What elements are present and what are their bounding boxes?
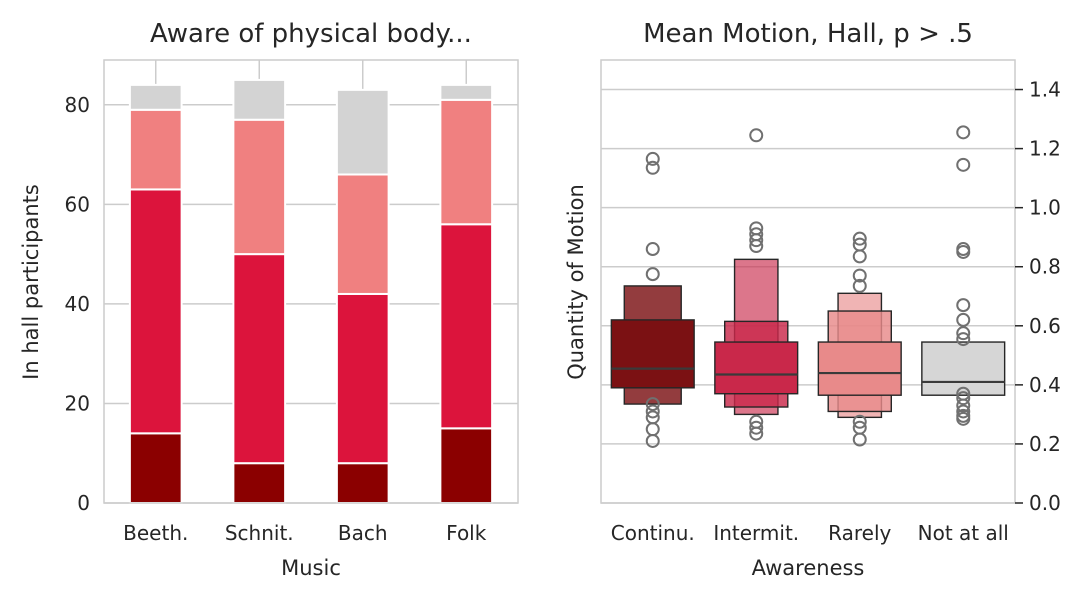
- chart2-y-axis-label: Quantity of Motion: [564, 184, 588, 380]
- outlier-point: [852, 249, 867, 264]
- boxen-box: [610, 319, 695, 389]
- outlier-point: [645, 397, 660, 412]
- chart2-x-tick-label: Rarely: [828, 521, 891, 545]
- bar-segment: [335, 173, 390, 295]
- chart2-y-tick-label: 0.2: [1029, 432, 1061, 456]
- chart2-y-tick-label: 0.8: [1029, 255, 1061, 279]
- chart2-x-ticks: Continu. Intermit. Rarely Not at all: [611, 521, 1009, 545]
- bar-segment: [128, 432, 183, 504]
- outlier-point: [645, 267, 660, 282]
- chart1-y-axis-label: In hall participants: [19, 184, 43, 380]
- chart2-y-tick-label: 1.2: [1029, 137, 1061, 161]
- chart1-y-tick-label: 20: [65, 391, 90, 415]
- outlier-point: [956, 312, 971, 327]
- chart1-y-tick-label: 60: [65, 192, 90, 216]
- chart2-y-tick-label: 0.6: [1029, 314, 1061, 338]
- outlier-point: [645, 433, 660, 448]
- bar-segment: [439, 223, 494, 430]
- chart2-title: Mean Motion, Hall, p > .5: [643, 19, 973, 49]
- bar-segment: [439, 427, 494, 504]
- bar-segment: [128, 83, 183, 111]
- outlier-point: [956, 157, 971, 172]
- outlier-point: [956, 332, 971, 347]
- chart2-y-tick-label: 0.4: [1029, 373, 1061, 397]
- chart1-y-tick-label: 0: [77, 491, 90, 515]
- chart1-y-tick-label: 40: [65, 292, 90, 316]
- bar-segment: [335, 462, 390, 505]
- outlier-point: [749, 426, 764, 441]
- bar-segment: [128, 108, 183, 191]
- outlier-point: [956, 398, 971, 413]
- bar-segment: [335, 88, 390, 176]
- outlier-point: [852, 231, 867, 246]
- bar-segment: [232, 462, 287, 505]
- outlier-point: [749, 128, 764, 143]
- bar-segment: [439, 83, 494, 101]
- bar-segment: [232, 78, 287, 121]
- chart1-bars: [128, 78, 494, 505]
- chart1-x-ticks: Beeth. Schnit. Bach Folk: [123, 521, 487, 545]
- chart2-y-tick-label: 1.0: [1029, 196, 1061, 220]
- boxen-box: [817, 341, 902, 396]
- outlier-point: [956, 326, 971, 341]
- chart2-frame: [600, 59, 1016, 504]
- chart2-x-tick-label: Not at all: [918, 521, 1009, 545]
- outlier-point: [956, 244, 971, 259]
- boxen-box: [714, 341, 799, 395]
- chart1-y-ticks: 0 20 40 60 80: [65, 93, 90, 515]
- chart2-x-axis-label: Awareness: [752, 556, 865, 580]
- chart2-x-tick-label: Continu.: [611, 521, 695, 545]
- chart1-x-tick-label: Beeth.: [123, 521, 188, 545]
- bar-segment: [232, 118, 287, 256]
- chart1-x-tick-label: Bach: [338, 521, 388, 545]
- bar-segment: [335, 292, 390, 465]
- bar-segment: [232, 253, 287, 465]
- outlier-point: [956, 391, 971, 406]
- stacked-bar-chart: Aware of physical body... 0 20 40 60 80 Beet…: [19, 19, 519, 580]
- boxen-box: [921, 341, 1006, 396]
- outlier-point: [956, 298, 971, 313]
- outlier-point: [645, 151, 660, 166]
- chart2-boxes: [610, 125, 1006, 448]
- outlier-point: [645, 160, 660, 175]
- chart1-x-axis-label: Music: [281, 556, 341, 580]
- outlier-point: [749, 420, 764, 435]
- outlier-point: [852, 414, 867, 429]
- chart1-x-tick-label: Schnit.: [225, 521, 294, 545]
- chart1-title: Aware of physical body...: [150, 19, 472, 49]
- outlier-point: [645, 242, 660, 257]
- chart2-y-tick-label: 0.0: [1029, 491, 1061, 515]
- outlier-point: [852, 432, 867, 447]
- chart1-frame: [103, 59, 519, 504]
- chart1-x-tick-label: Folk: [446, 521, 487, 545]
- outlier-point: [956, 125, 971, 140]
- outlier-point: [645, 422, 660, 437]
- outlier-point: [749, 233, 764, 248]
- bar-segment: [128, 188, 183, 435]
- bar-segment: [439, 98, 494, 226]
- chart1-y-tick-label: 80: [65, 93, 90, 117]
- outlier-point: [852, 268, 867, 283]
- outlier-point: [749, 239, 764, 254]
- outlier-point: [645, 404, 660, 419]
- chart2-y-tick-label: 1.4: [1029, 78, 1061, 102]
- boxen-chart: Mean Motion, Hall, p > .5 0.00.20.40.60.…: [564, 19, 1061, 580]
- chart2-x-tick-label: Intermit.: [713, 521, 799, 545]
- outlier-point: [956, 404, 971, 419]
- outlier-point: [956, 411, 971, 426]
- outlier-point: [852, 278, 867, 293]
- chart2-y-ticks: 0.0 0.2 0.4 0.6 0.8 1.0 1.2 1.4: [1015, 78, 1061, 515]
